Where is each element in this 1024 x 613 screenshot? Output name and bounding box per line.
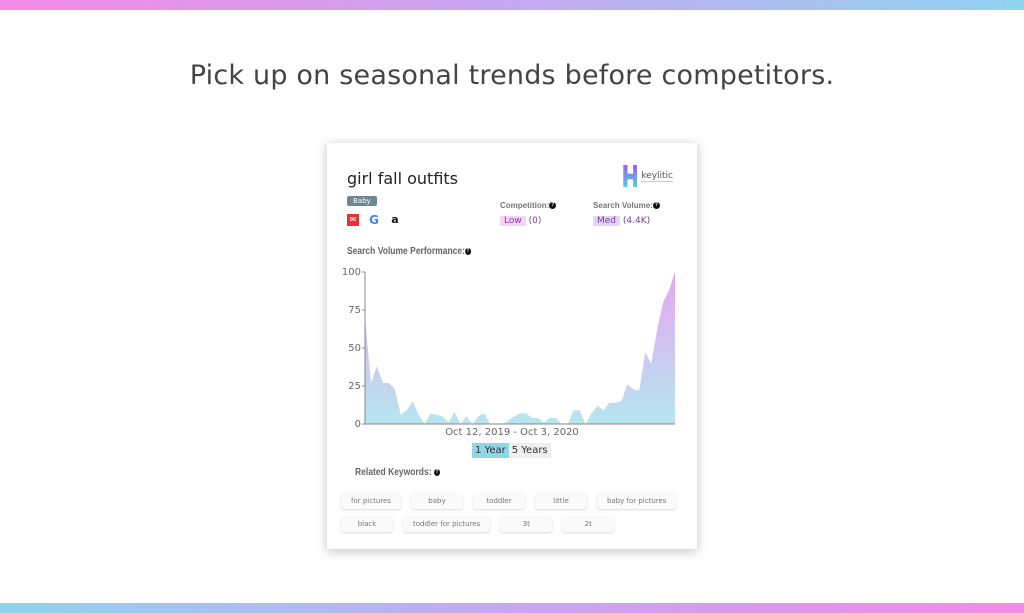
y-tick-label: 0 — [355, 419, 361, 430]
related-keyword-chip[interactable]: black — [341, 516, 393, 532]
search-volume-level: Med — [593, 216, 621, 226]
help-icon[interactable]: ? — [549, 202, 557, 210]
competition-level: Low — [500, 216, 526, 226]
y-tick-label: 75 — [348, 305, 361, 316]
toggle-5-years[interactable]: 5 Years — [508, 443, 551, 458]
help-icon[interactable]: ? — [464, 247, 471, 255]
ebay-icon[interactable]: ✉ — [347, 214, 359, 226]
related-keyword-chip[interactable]: 3t — [500, 516, 553, 532]
bottom-gradient-bar — [0, 603, 1024, 613]
related-keyword-chip[interactable]: 2t — [562, 516, 615, 532]
y-tick-label: 25 — [348, 381, 361, 392]
competition-metric: Competition:? Low (0) — [500, 201, 557, 226]
search-volume-value: (4.4K) — [622, 216, 651, 226]
logo-text: keylitic — [641, 170, 673, 182]
related-keyword-chip[interactable]: for pictures — [341, 493, 401, 509]
top-gradient-bar — [0, 0, 1024, 10]
help-icon[interactable]: ? — [652, 202, 660, 210]
y-tick-label: 50 — [348, 343, 361, 354]
related-keyword-chip[interactable]: toddler for pictures — [403, 516, 491, 532]
y-tick-label: 100 — [342, 267, 361, 278]
help-icon[interactable]: ? — [433, 468, 440, 476]
related-keyword-chip[interactable]: baby for pictures — [596, 493, 677, 509]
google-icon[interactable]: G — [369, 213, 379, 227]
performance-heading: Search Volume Performance:? — [347, 246, 471, 257]
search-volume-chart: 0 25 50 75 100 — [342, 267, 675, 430]
search-volume-metric: Search Volume:? Med (4.4K) — [593, 201, 660, 226]
range-toggle: 1 Year 5 Years — [472, 443, 551, 458]
category-badge: Baby — [347, 196, 377, 206]
keyword-title: girl fall outfits — [347, 169, 459, 188]
search-volume-label: Search Volume: — [593, 201, 653, 210]
keylitic-logo: keylitic — [623, 165, 673, 187]
related-keyword-chip[interactable]: little — [534, 493, 587, 509]
related-keyword-chip[interactable]: baby — [410, 493, 463, 509]
page-headline: Pick up on seasonal trends before compet… — [189, 60, 835, 91]
competition-value: (0) — [528, 216, 542, 226]
volume-area — [365, 272, 675, 424]
related-keywords: for pictures baby toddler little baby for pi… — [341, 493, 686, 532]
amazon-icon[interactable]: a — [391, 213, 399, 226]
keylitic-logo-mark — [623, 165, 638, 187]
related-keyword-chip[interactable]: toddler — [472, 493, 525, 509]
competition-label: Competition: — [500, 201, 550, 210]
related-heading: Related Keywords: ? — [355, 467, 440, 478]
performance-label: Search Volume Performance: — [347, 246, 465, 257]
toggle-1-year[interactable]: 1 Year — [472, 443, 509, 458]
keyword-card: girl fall outfits Baby ✉ G a keylitic Co… — [327, 143, 697, 549]
date-range: Oct 12, 2019 - Oct 3, 2020 — [445, 427, 579, 438]
related-label: Related Keywords: — [355, 467, 432, 478]
